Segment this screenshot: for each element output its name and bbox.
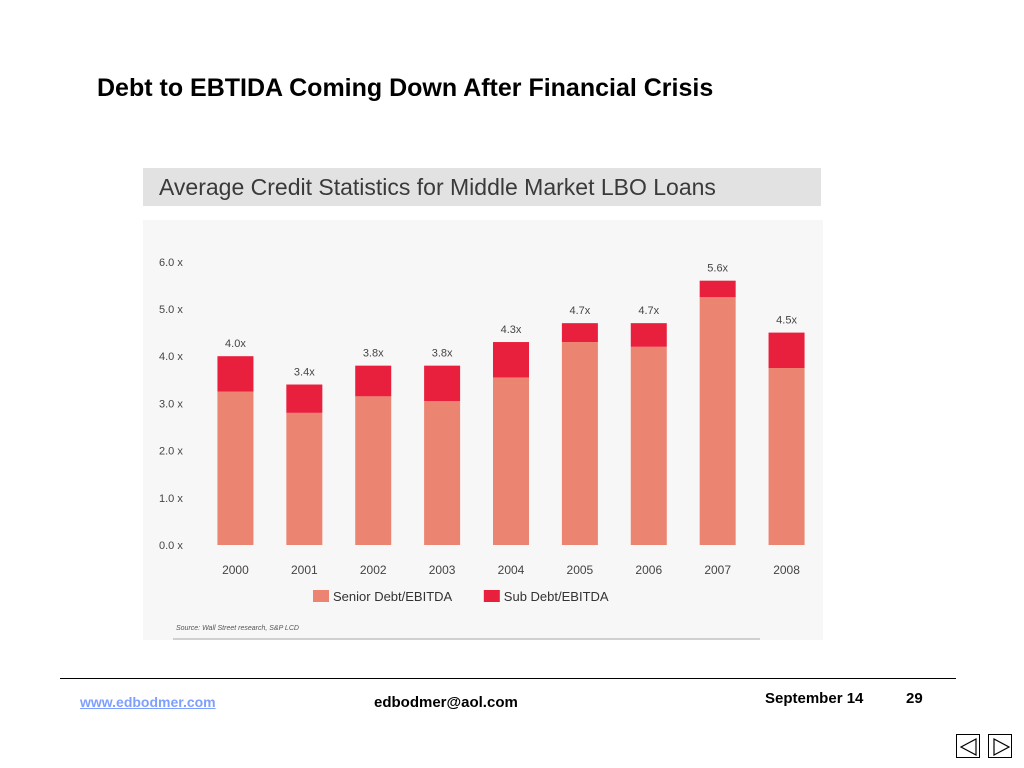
y-tick-label: 0.0 x xyxy=(159,540,183,552)
x-tick-label: 2002 xyxy=(360,563,387,577)
senior-debt-bar xyxy=(217,391,254,545)
legend-swatch-senior xyxy=(313,590,329,602)
x-tick-label: 2005 xyxy=(567,563,594,577)
x-tick-label: 2007 xyxy=(704,563,731,577)
senior-debt-bar xyxy=(493,377,529,545)
chart-body: 0.0 x 1.0 x 2.0 x 3.0 x 4.0 x 5.0 x 6.0 x 4.0x 2… xyxy=(143,220,823,640)
x-tick-label: 2000 xyxy=(222,563,249,577)
y-tick-label: 2.0 x xyxy=(159,446,183,458)
legend-swatch-sub xyxy=(483,590,500,602)
chart-source-note: Source: Wall Street research, S&P LCD xyxy=(176,625,299,632)
data-label: 3.8x xyxy=(432,348,453,360)
y-tick-label: 4.0 x xyxy=(159,351,183,363)
senior-debt-bar xyxy=(355,396,392,545)
next-slide-button[interactable] xyxy=(988,734,1012,758)
data-label: 3.8x xyxy=(363,348,384,360)
chart-title: Average Credit Statistics for Middle Mar… xyxy=(159,174,716,200)
data-label: 4.7x xyxy=(638,305,659,317)
x-tick-label: 2008 xyxy=(773,563,800,577)
chart-panel: Average Credit Statistics for Middle Mar… xyxy=(143,168,823,640)
data-label: 4.5x xyxy=(776,315,797,327)
website-link[interactable]: www.edbodmer.com xyxy=(80,694,216,710)
sub-debt-bar xyxy=(561,323,598,343)
slide-date: September 14 xyxy=(765,690,864,707)
sub-debt-bar xyxy=(493,342,529,378)
y-tick-label: 5.0 x xyxy=(159,304,183,316)
contact-email: edbodmer@aol.com xyxy=(374,694,518,711)
x-tick-label: 2006 xyxy=(635,563,662,577)
previous-slide-icon xyxy=(959,738,977,756)
chart-header: Average Credit Statistics for Middle Mar… xyxy=(143,168,821,206)
stacked-bar-chart: 0.0 x 1.0 x 2.0 x 3.0 x 4.0 x 5.0 x 6.0 x 4.0x 2… xyxy=(159,257,805,640)
previous-slide-button[interactable] xyxy=(956,734,980,758)
sub-debt-bar xyxy=(699,280,736,298)
footer-divider xyxy=(60,678,956,679)
x-tick-label: 2003 xyxy=(429,563,456,577)
y-tick-label: 1.0 x xyxy=(159,493,183,505)
data-label: 4.0x xyxy=(225,338,246,350)
sub-debt-bar xyxy=(630,323,667,347)
next-slide-icon xyxy=(993,738,1011,756)
x-tick-label: 2004 xyxy=(498,563,525,577)
sub-debt-bar xyxy=(286,384,323,413)
y-tick-label: 3.0 x xyxy=(159,398,183,410)
data-label: 4.7x xyxy=(569,305,590,317)
sub-debt-bar xyxy=(424,365,461,402)
data-label: 3.4x xyxy=(294,367,315,379)
x-tick-label: 2001 xyxy=(291,563,318,577)
senior-debt-bar xyxy=(561,342,598,545)
sub-debt-bar xyxy=(768,332,805,368)
senior-debt-bar xyxy=(286,412,323,545)
sub-debt-bar xyxy=(217,356,254,392)
sub-debt-bar xyxy=(355,365,392,397)
page-number: 29 xyxy=(906,690,923,707)
legend-label: Senior Debt/EBITDA xyxy=(333,589,453,604)
senior-debt-bar xyxy=(424,401,461,545)
senior-debt-bar xyxy=(699,297,736,545)
senior-debt-bar xyxy=(768,368,805,545)
senior-debt-bar xyxy=(630,346,667,545)
y-tick-label: 6.0 x xyxy=(159,257,183,269)
data-label: 4.3x xyxy=(501,324,522,336)
slide-title: Debt to EBTIDA Coming Down After Financi… xyxy=(97,74,714,102)
data-label: 5.6x xyxy=(707,263,728,275)
legend-label: Sub Debt/EBITDA xyxy=(504,589,609,604)
